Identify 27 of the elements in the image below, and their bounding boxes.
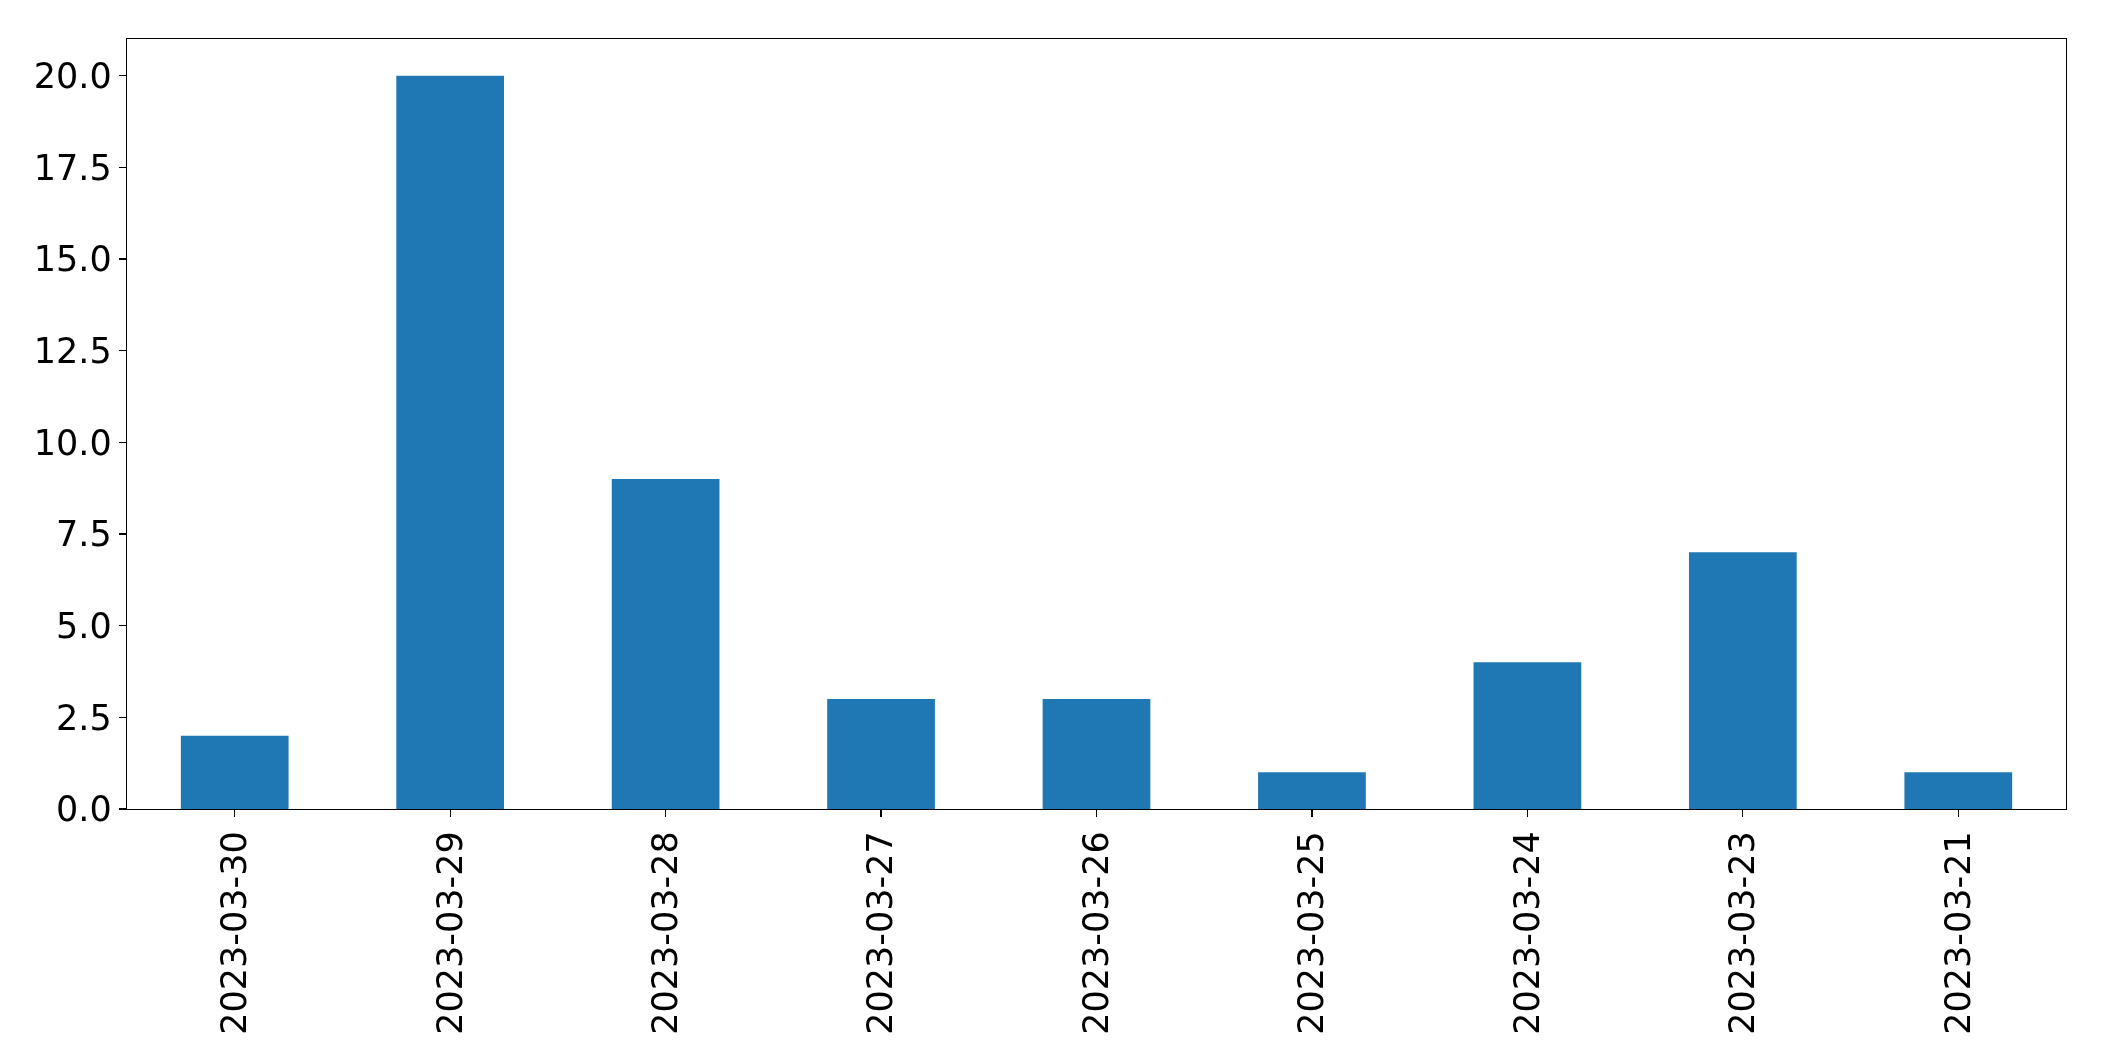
y-tick-label: 0.0: [56, 789, 112, 830]
y-tick-label: 12.5: [33, 330, 112, 371]
y-tick-label: 5.0: [56, 605, 112, 646]
y-tick-label: 17.5: [33, 147, 112, 188]
x-tick-label: 2023-03-30: [214, 831, 255, 1035]
bar: [1473, 662, 1582, 809]
x-tick-label: 2023-03-26: [1075, 831, 1116, 1035]
x-tick-label: 2023-03-24: [1506, 831, 1547, 1035]
bar: [1688, 552, 1797, 809]
bar: [180, 735, 289, 809]
bar: [1042, 699, 1151, 809]
y-tick-label: 2.5: [56, 697, 112, 738]
bar: [1258, 772, 1366, 809]
y-tick-label: 10.0: [33, 422, 112, 463]
x-tick-label: 2023-03-28: [644, 831, 685, 1035]
x-tick-label: 2023-03-25: [1291, 831, 1332, 1035]
y-tick-label: 15.0: [33, 239, 112, 280]
y-tick-label: 7.5: [56, 514, 112, 555]
x-tick-label: 2023-03-27: [860, 831, 901, 1035]
x-tick-label: 2023-03-29: [429, 831, 470, 1035]
bar: [611, 479, 720, 809]
x-tick-label: 2023-03-23: [1722, 831, 1763, 1035]
bar: [1904, 772, 2013, 809]
y-tick-label: 20.0: [33, 55, 112, 96]
bar: [396, 75, 505, 809]
bar: [827, 699, 935, 809]
x-tick-label: 2023-03-21: [1937, 831, 1978, 1035]
